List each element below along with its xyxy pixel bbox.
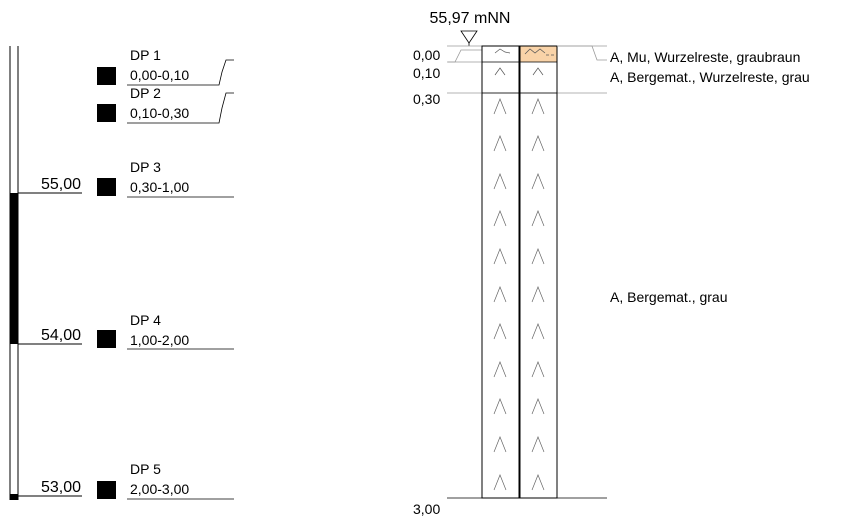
fill-pattern-icon (493, 173, 507, 190)
topsoil-pattern-icon (494, 48, 511, 54)
sample-marker (97, 67, 116, 85)
sample-entry: DP 4 1,00-2,00 (97, 312, 234, 350)
elevation-tick-label: 55,00 (41, 176, 81, 193)
fill-pattern (493, 67, 545, 491)
ground-level-triangle-icon (460, 30, 478, 44)
sample-entry: DP 1 0,00-0,10 (97, 47, 234, 86)
elevation-scale: 55,00 54,00 53,00 (9, 46, 82, 500)
elevation-tick-label: 53,00 (41, 479, 81, 496)
fill-pattern-icon (532, 67, 544, 76)
elevation-axis-bar (10, 494, 18, 500)
layer-description: A, Bergemat., grau (610, 289, 728, 305)
fill-pattern-icon (493, 98, 507, 115)
sample-range: 0,10-0,30 (130, 105, 189, 121)
elevation-tick-label: 54,00 (41, 327, 81, 344)
sample-range: 0,30-1,00 (130, 179, 189, 195)
sample-leader-line (127, 59, 234, 86)
ground-level-label: 55,97 mNN (430, 10, 511, 27)
description-connector (557, 45, 607, 61)
fill-pattern-icon (531, 98, 545, 115)
sample-id: DP 2 (130, 85, 161, 101)
column-left (481, 45, 520, 499)
sample-range: 1,00-2,00 (130, 332, 189, 348)
sample-range: 0,00-0,10 (130, 67, 189, 83)
fill-pattern-icon (531, 436, 545, 453)
sample-entry: DP 5 2,00-3,00 (97, 461, 234, 500)
fill-pattern-icon (531, 173, 545, 190)
layer-description: A, Mu, Wurzelreste, graubraun (610, 49, 800, 65)
fill-pattern-icon (531, 474, 545, 491)
depth-label: 0,10 (413, 65, 440, 81)
sample-id: DP 5 (130, 461, 161, 477)
fill-pattern-icon (493, 361, 507, 378)
fill-pattern-icon (493, 135, 507, 152)
sample-id: DP 3 (130, 159, 161, 175)
fill-pattern-icon (531, 286, 545, 303)
fill-pattern-icon (493, 323, 507, 340)
sample-id: DP 4 (130, 312, 161, 328)
depth-label: 0,00 (413, 47, 440, 63)
topsoil-pattern-icon (524, 48, 554, 56)
sample-id: DP 1 (130, 47, 161, 63)
fill-pattern-icon (531, 210, 545, 227)
fill-pattern-icon (494, 67, 506, 76)
fill-pattern-icon (531, 398, 545, 415)
sample-marker (97, 330, 116, 348)
fill-pattern-icon (531, 323, 545, 340)
fill-pattern-icon (493, 474, 507, 491)
depth-label: 0,30 (413, 91, 440, 107)
depth-label: 3,00 (413, 501, 440, 517)
fill-pattern-icon (493, 210, 507, 227)
column-right (519, 45, 558, 499)
layer-description: A, Bergemat., Wurzelreste, grau (610, 69, 810, 85)
sample-list: DP 1 0,00-0,10 DP 2 0,10-0,30 DP 3 0,30-… (97, 47, 234, 500)
sample-entry: DP 2 0,10-0,30 (97, 85, 234, 124)
fill-pattern-icon (493, 398, 507, 415)
fill-pattern-icon (531, 135, 545, 152)
sample-leader-line (127, 92, 234, 124)
sample-entry: DP 3 0,30-1,00 (97, 159, 234, 198)
fill-pattern-icon (531, 248, 545, 265)
fill-pattern-icon (493, 248, 507, 265)
fill-pattern-icon (493, 286, 507, 303)
sample-marker (97, 104, 116, 122)
borehole-profile: 55,97 mNN 0,00 0,10 0,30 3,00 (413, 10, 810, 517)
fill-pattern-icon (493, 436, 507, 453)
depth-connector (448, 49, 482, 63)
sample-marker (97, 481, 116, 499)
elevation-axis-bar (10, 193, 18, 344)
sample-marker (97, 178, 116, 196)
fill-pattern-icon (531, 361, 545, 378)
topsoil-fill (520, 46, 557, 62)
sample-range: 2,00-3,00 (130, 481, 189, 497)
